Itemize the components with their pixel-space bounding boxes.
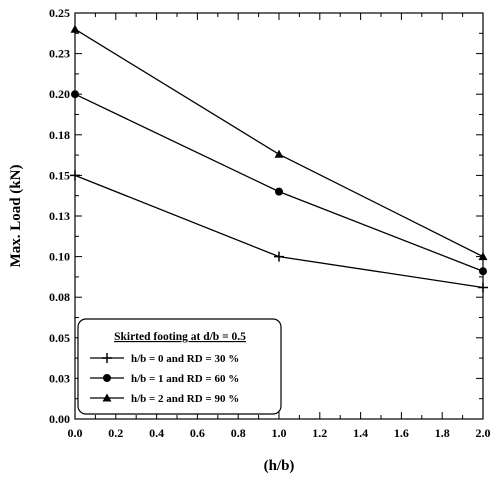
x-tick-label: 1.6 [394, 426, 409, 440]
data-point-plus [274, 251, 284, 262]
y-axis-ticks: 0.00 0.03 0.05 0.08 0.10 0.13 0.15 0.18 0.20 0.23… [49, 6, 483, 426]
data-point-triangle [274, 149, 284, 158]
x-tick-label: 0.2 [108, 426, 123, 440]
x-axis-title: (h/b) [264, 458, 295, 474]
y-axis-title: Max. Load (kN) [8, 165, 24, 268]
y-tick-label: 0.08 [49, 290, 70, 304]
x-tick-label: 0.0 [68, 426, 83, 440]
data-point-circle [71, 90, 79, 99]
legend-entries: h/b = 0 and RD = 30 % h/b = 1 and RD = 60… [90, 353, 239, 405]
x-tick-label: 1.4 [353, 426, 368, 440]
y-tick-label: 0.10 [49, 250, 70, 264]
x-tick-label: 0.4 [149, 426, 164, 440]
x-tick-label: 1.0 [272, 426, 287, 440]
x-axis-ticks: 0.0 0.2 0.4 0.6 0.8 1.0 1.2 1.4 1.6 1.8 2.0 [68, 13, 491, 440]
data-point-plus [478, 282, 488, 293]
legend-label: h/b = 2 and RD = 90 % [131, 393, 239, 405]
y-tick-label: 0.23 [49, 47, 70, 61]
data-point-circle [275, 187, 283, 196]
legend-label: h/b = 0 and RD = 30 % [131, 353, 239, 365]
series-line [74, 28, 484, 258]
series-line [74, 93, 484, 272]
y-tick-label: 0.20 [49, 87, 70, 101]
y-tick-label: 0.15 [49, 168, 70, 182]
data-point-triangle [478, 252, 488, 261]
legend-title: Skirted footing at d/b = 0.5 [114, 331, 246, 343]
series-layer [70, 24, 488, 293]
data-point-circle [479, 267, 487, 276]
x-tick-label: 2.0 [476, 426, 491, 440]
x-tick-label: 1.8 [435, 426, 450, 440]
legend-label: h/b = 1 and RD = 60 % [131, 373, 239, 385]
x-tick-label: 1.2 [312, 426, 327, 440]
legend-box [77, 318, 282, 415]
legend: Skirted footing at d/b = 0.5 h/b = 0 and… [77, 318, 282, 415]
x-tick-label: 0.6 [190, 426, 205, 440]
y-tick-label: 0.03 [49, 371, 70, 385]
data-point-plus [70, 170, 80, 181]
data-point-plus [102, 353, 112, 363]
y-tick-label: 0.25 [49, 6, 70, 20]
y-tick-label: 0.00 [49, 412, 70, 426]
data-point-triangle [102, 393, 112, 402]
data-point-circle [103, 374, 111, 382]
y-tick-label: 0.18 [49, 128, 70, 142]
y-tick-label: 0.13 [49, 209, 70, 223]
data-point-triangle [70, 24, 80, 33]
y-tick-label: 0.05 [49, 331, 70, 345]
x-tick-label: 0.8 [231, 426, 246, 440]
